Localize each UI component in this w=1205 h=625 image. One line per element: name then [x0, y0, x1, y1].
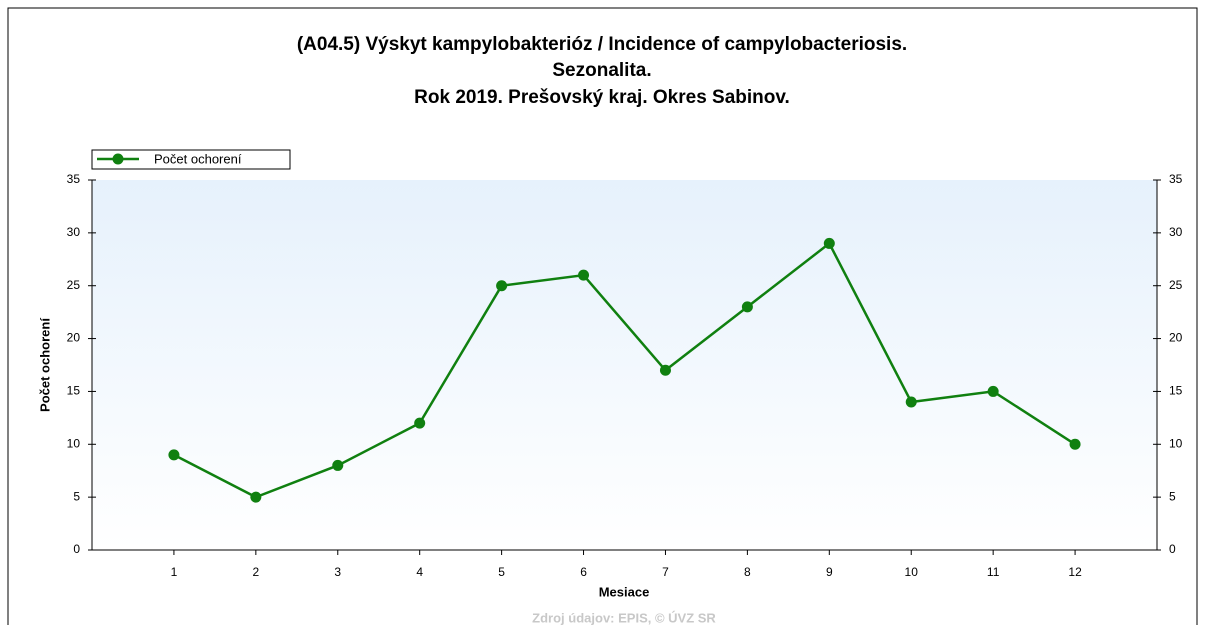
y-tick-label: 5: [73, 489, 80, 503]
source-note: Zdroj údajov: EPIS, © ÚVZ SR: [532, 610, 716, 625]
legend-marker: [112, 153, 124, 165]
x-axis-label: Mesiace: [599, 584, 650, 599]
chart-title: Sezonalita.: [552, 60, 651, 81]
point: [168, 449, 180, 461]
point: [414, 417, 426, 429]
chart-title: (A04.5) Výskyt kampylobakterióz / Incide…: [297, 34, 907, 55]
legend-label: Počet ochorení: [154, 151, 242, 166]
x-tick-label: 1: [171, 565, 178, 579]
point: [823, 237, 835, 249]
y-tick-label: 35: [67, 172, 81, 186]
point: [741, 301, 753, 313]
x-tick-label: 8: [744, 565, 751, 579]
y-tick-label: 15: [67, 384, 81, 398]
series-line: [173, 241, 1076, 499]
y2-tick-label: 25: [1169, 278, 1183, 292]
legend-box: [91, 149, 291, 170]
frame: [7, 7, 1198, 625]
point: [496, 280, 508, 292]
plot-area: [92, 180, 1157, 550]
y2-tick-label: 20: [1169, 331, 1183, 345]
point: [987, 385, 999, 397]
x-tick-label: 5: [498, 565, 505, 579]
y-tick-label: 30: [67, 225, 81, 239]
y2-tick-label: 10: [1169, 436, 1183, 450]
y2-tick-label: 15: [1169, 384, 1183, 398]
y-axis-label: Počet ochorení: [37, 318, 52, 412]
x-tick-label: 6: [580, 565, 587, 579]
point: [578, 269, 590, 281]
y2-tick-label: 5: [1169, 489, 1176, 503]
y-tick-label: 25: [67, 278, 81, 292]
x-tick-label: 11: [987, 565, 1000, 579]
x-tick-label: 4: [416, 565, 423, 579]
y-tick-label: 0: [73, 542, 80, 556]
y2-tick-label: 0: [1169, 542, 1176, 556]
y2-tick-label: 35: [1169, 172, 1183, 186]
point: [250, 491, 262, 503]
y-tick-label: 10: [67, 436, 81, 450]
x-tick-label: 7: [662, 565, 669, 579]
x-tick-label: 3: [334, 565, 341, 579]
y-tick-label: 20: [67, 331, 81, 345]
x-tick-label: 2: [253, 565, 260, 579]
chart-title: Rok 2019. Prešovský kraj. Okres Sabinov.: [414, 87, 790, 108]
x-tick-label: 12: [1068, 565, 1082, 579]
y2-tick-label: 30: [1169, 225, 1183, 239]
point: [905, 396, 917, 408]
point: [332, 459, 344, 471]
point: [1069, 438, 1081, 450]
point: [659, 364, 671, 376]
x-tick-label: 10: [905, 565, 919, 579]
x-tick-label: 9: [826, 565, 833, 579]
